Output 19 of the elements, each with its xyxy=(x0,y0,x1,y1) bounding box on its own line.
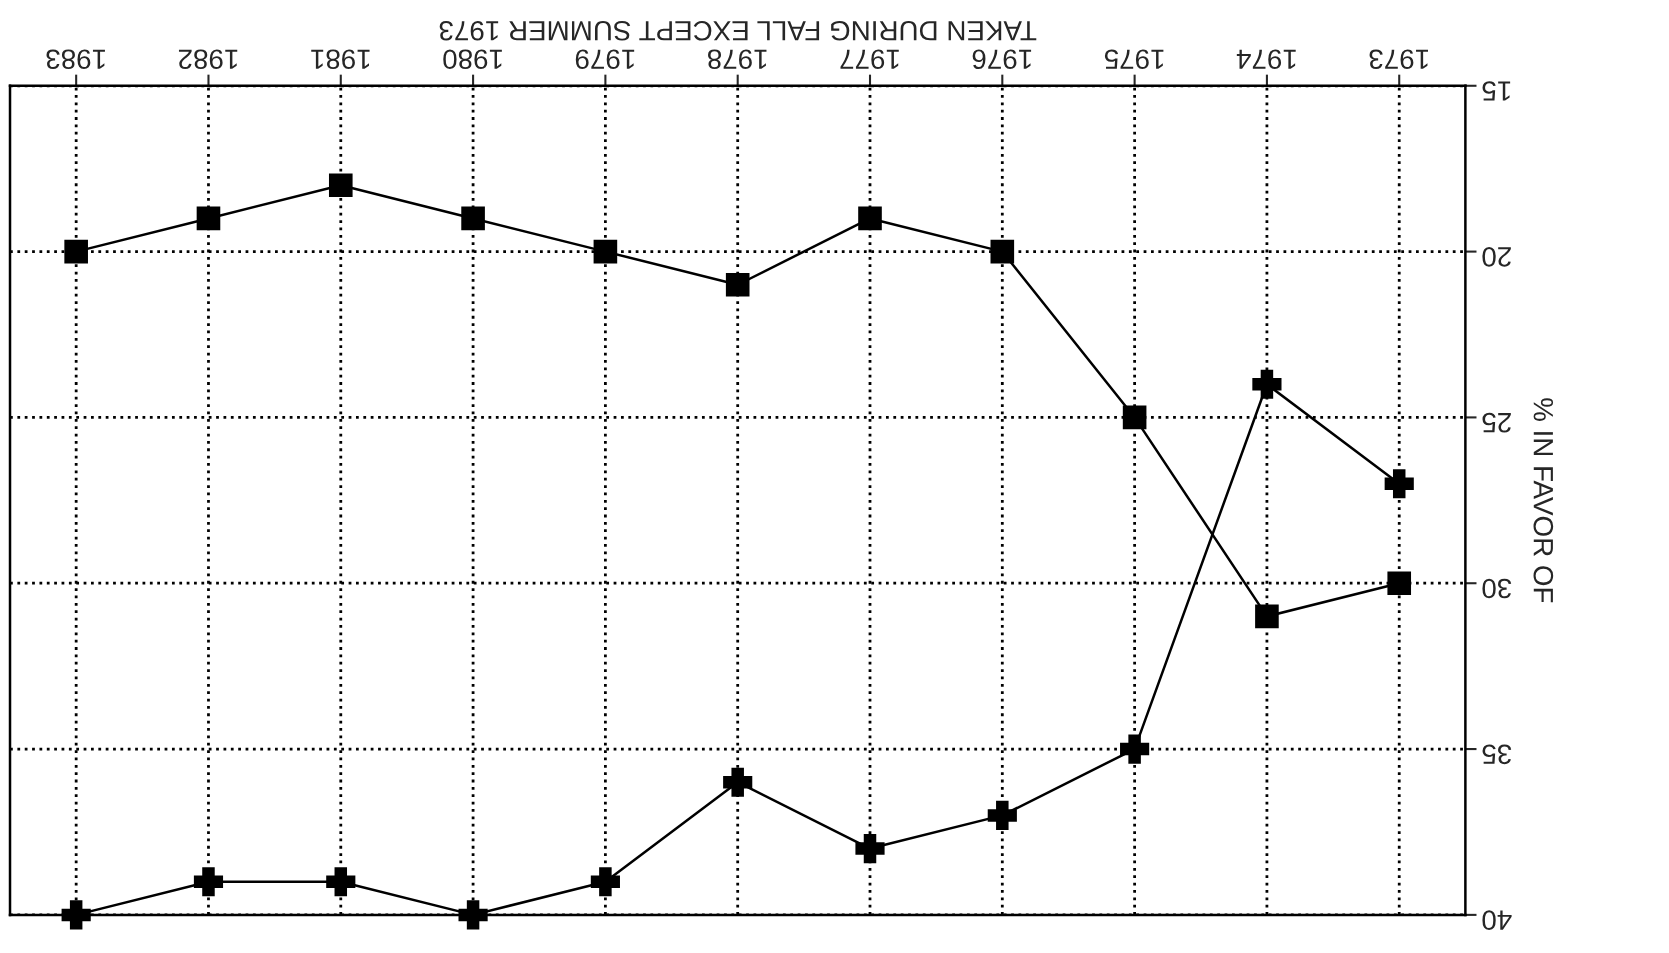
y-tick-label: 20 xyxy=(1482,247,1511,267)
y-tick-label: 35 xyxy=(1482,744,1512,765)
x-tick-label: 1981 xyxy=(311,49,370,70)
x-tick-label: 1978 xyxy=(708,49,767,70)
y-tick-label: 25 xyxy=(1482,412,1511,433)
x-tick-label: 1982 xyxy=(178,49,238,70)
x-tick-label: 1977 xyxy=(840,49,899,70)
x-tick-label: 1983 xyxy=(46,49,105,70)
y-tick-label: 40 xyxy=(1482,910,1512,930)
x-tick-label: 1979 xyxy=(575,49,635,70)
y-axis-title: % IN FAVOR OF xyxy=(1533,398,1554,603)
x-tick-label: 1975 xyxy=(1104,49,1164,70)
y-tick-label: 30 xyxy=(1482,578,1512,599)
x-tick-label: 1980 xyxy=(443,49,502,70)
x-tick-label: 1974 xyxy=(1236,49,1296,70)
y-tick-label: 15 xyxy=(1482,81,1511,101)
x-tick-label: 1976 xyxy=(972,49,1032,70)
x-tick-label: 1973 xyxy=(1369,49,1428,70)
x-axis-title: TAKEN DURING FALL EXCEPT SUMMER 1973 xyxy=(439,20,1037,41)
